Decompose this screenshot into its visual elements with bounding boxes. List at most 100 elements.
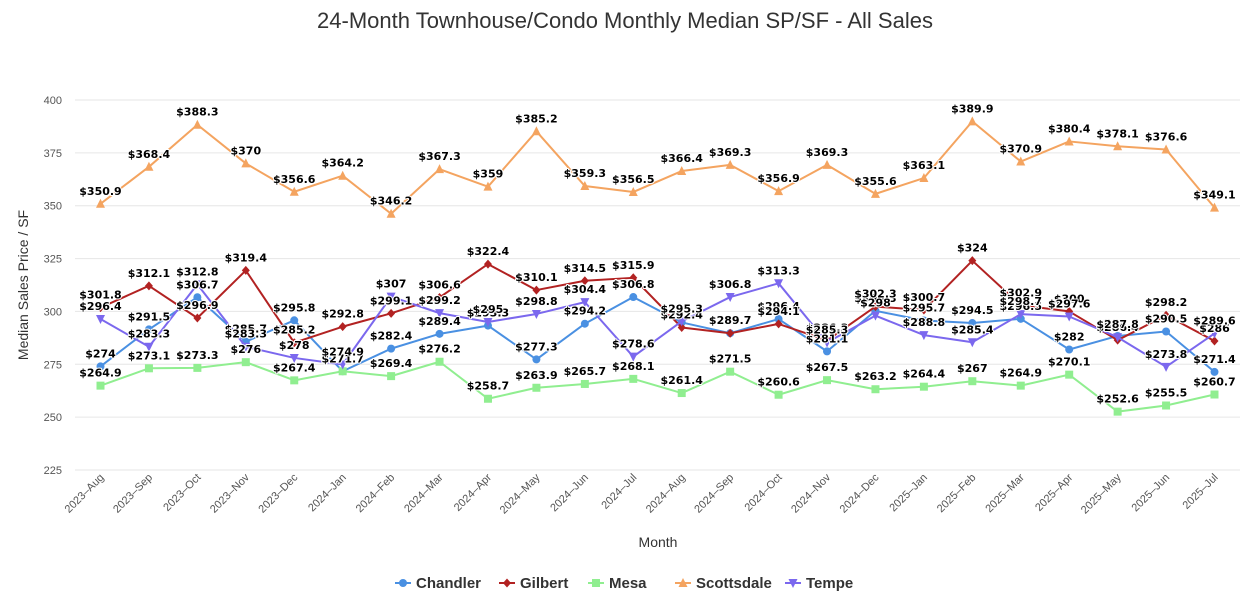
point-marker bbox=[435, 292, 444, 302]
data-label: $295 bbox=[473, 303, 504, 316]
point-marker bbox=[399, 579, 407, 587]
data-label: $290.5 bbox=[1145, 313, 1187, 326]
x-tick-label: 2024–Feb bbox=[354, 472, 398, 516]
point-marker bbox=[96, 303, 105, 313]
point-marker bbox=[531, 126, 541, 136]
data-label: $276.2 bbox=[418, 343, 460, 356]
data-label: $292.8 bbox=[321, 308, 363, 321]
point-marker bbox=[144, 342, 154, 352]
point-marker bbox=[774, 186, 784, 196]
point-marker bbox=[774, 279, 784, 289]
point-marker bbox=[532, 355, 541, 364]
data-label: $356.9 bbox=[757, 172, 799, 185]
point-marker bbox=[1162, 401, 1171, 410]
point-marker bbox=[1016, 310, 1026, 320]
point-marker bbox=[677, 317, 687, 327]
point-marker bbox=[241, 358, 250, 367]
point-marker bbox=[788, 579, 798, 588]
data-label: $267.4 bbox=[273, 361, 316, 374]
data-label: $296.5 bbox=[1000, 300, 1042, 313]
point-marker bbox=[919, 382, 928, 391]
point-marker bbox=[435, 164, 445, 174]
data-label: $288.4 bbox=[1096, 317, 1139, 330]
point-marker bbox=[290, 338, 299, 348]
data-label: $295.7 bbox=[903, 302, 945, 315]
point-marker bbox=[967, 116, 977, 126]
data-label: $302.3 bbox=[854, 288, 896, 301]
point-marker bbox=[192, 119, 202, 129]
point-marker bbox=[290, 316, 299, 325]
data-label: $263.2 bbox=[854, 370, 896, 383]
y-axis-title: Median Sales Price / SF bbox=[15, 210, 31, 360]
data-label: $258.7 bbox=[467, 380, 509, 393]
point-marker bbox=[387, 308, 396, 318]
legend-item-gilbert[interactable]: Gilbert bbox=[499, 575, 568, 592]
data-label: $295.3 bbox=[660, 302, 702, 315]
point-marker bbox=[1210, 367, 1219, 376]
legend-label: Scottsdale bbox=[696, 575, 772, 592]
data-label: $378.1 bbox=[1096, 127, 1138, 140]
point-marker bbox=[1016, 300, 1025, 310]
point-marker bbox=[435, 309, 445, 319]
point-marker bbox=[144, 325, 153, 334]
data-label: $370 bbox=[230, 144, 261, 157]
point-marker bbox=[193, 363, 202, 372]
point-marker bbox=[629, 273, 638, 283]
data-label: $306.7 bbox=[176, 278, 218, 291]
data-label: $276 bbox=[230, 343, 261, 356]
data-label: $265.7 bbox=[564, 365, 606, 378]
point-marker bbox=[823, 376, 832, 385]
point-marker bbox=[822, 159, 832, 169]
point-marker bbox=[503, 578, 511, 588]
x-tick-label: 2025–Jul bbox=[1181, 472, 1221, 512]
legend-item-mesa[interactable]: Mesa bbox=[588, 575, 647, 592]
data-label: $389.9 bbox=[951, 102, 993, 115]
point-marker bbox=[144, 364, 153, 373]
point-marker bbox=[774, 319, 783, 329]
data-label: $273.1 bbox=[128, 349, 170, 362]
point-marker bbox=[96, 362, 105, 371]
legend-item-tempe[interactable]: Tempe bbox=[785, 575, 853, 592]
data-label: $274 bbox=[85, 347, 116, 360]
point-marker bbox=[1064, 312, 1074, 322]
point-marker bbox=[338, 322, 347, 332]
data-label: $366.4 bbox=[660, 152, 703, 165]
data-label: $388.3 bbox=[176, 106, 218, 119]
point-marker bbox=[1016, 156, 1026, 166]
y-tick-label: 275 bbox=[44, 359, 62, 371]
legend-item-chandler[interactable]: Chandler bbox=[395, 575, 481, 592]
legend: Chandler Gilbert Mesa Scottsdale Tempe bbox=[395, 575, 853, 592]
point-marker bbox=[1016, 381, 1025, 390]
data-label: $310.1 bbox=[515, 271, 557, 284]
data-label: $289.4 bbox=[418, 315, 461, 328]
point-marker bbox=[1065, 345, 1074, 354]
data-label: $264.9 bbox=[1000, 367, 1042, 380]
x-tick-label: 2024–Aug bbox=[644, 472, 688, 516]
data-label: $298.7 bbox=[1000, 295, 1042, 308]
point-marker bbox=[1064, 136, 1074, 146]
y-tick-label: 225 bbox=[44, 465, 62, 477]
data-label: $278 bbox=[279, 339, 310, 352]
x-axis-ticks: 2023–Aug 2023–Sep 2023–Oct 2023–Nov 2023–Dec… bbox=[63, 471, 1221, 516]
x-tick-label: 2024–Mar bbox=[402, 471, 446, 515]
point-marker bbox=[725, 159, 735, 169]
x-tick-label: 2025–Jan bbox=[887, 472, 930, 515]
point-marker bbox=[1210, 202, 1219, 212]
y-tick-label: 250 bbox=[44, 412, 62, 424]
legend-item-scottsdale[interactable]: Scottsdale bbox=[675, 575, 772, 592]
point-marker bbox=[387, 344, 396, 353]
x-tick-label: 2023–Nov bbox=[208, 471, 252, 515]
data-label: $287.8 bbox=[1096, 318, 1138, 331]
data-label: $283.3 bbox=[128, 328, 170, 341]
y-tick-label: 400 bbox=[44, 95, 62, 107]
data-label: $264.4 bbox=[903, 368, 946, 381]
data-label: $298.2 bbox=[1145, 296, 1187, 309]
point-marker bbox=[726, 328, 735, 338]
point-marker bbox=[823, 347, 832, 356]
data-label: $286.3 bbox=[806, 321, 848, 334]
point-marker bbox=[678, 578, 688, 587]
data-label: $252.6 bbox=[1096, 393, 1139, 406]
data-label: $346.2 bbox=[370, 195, 412, 208]
point-marker bbox=[532, 383, 541, 392]
